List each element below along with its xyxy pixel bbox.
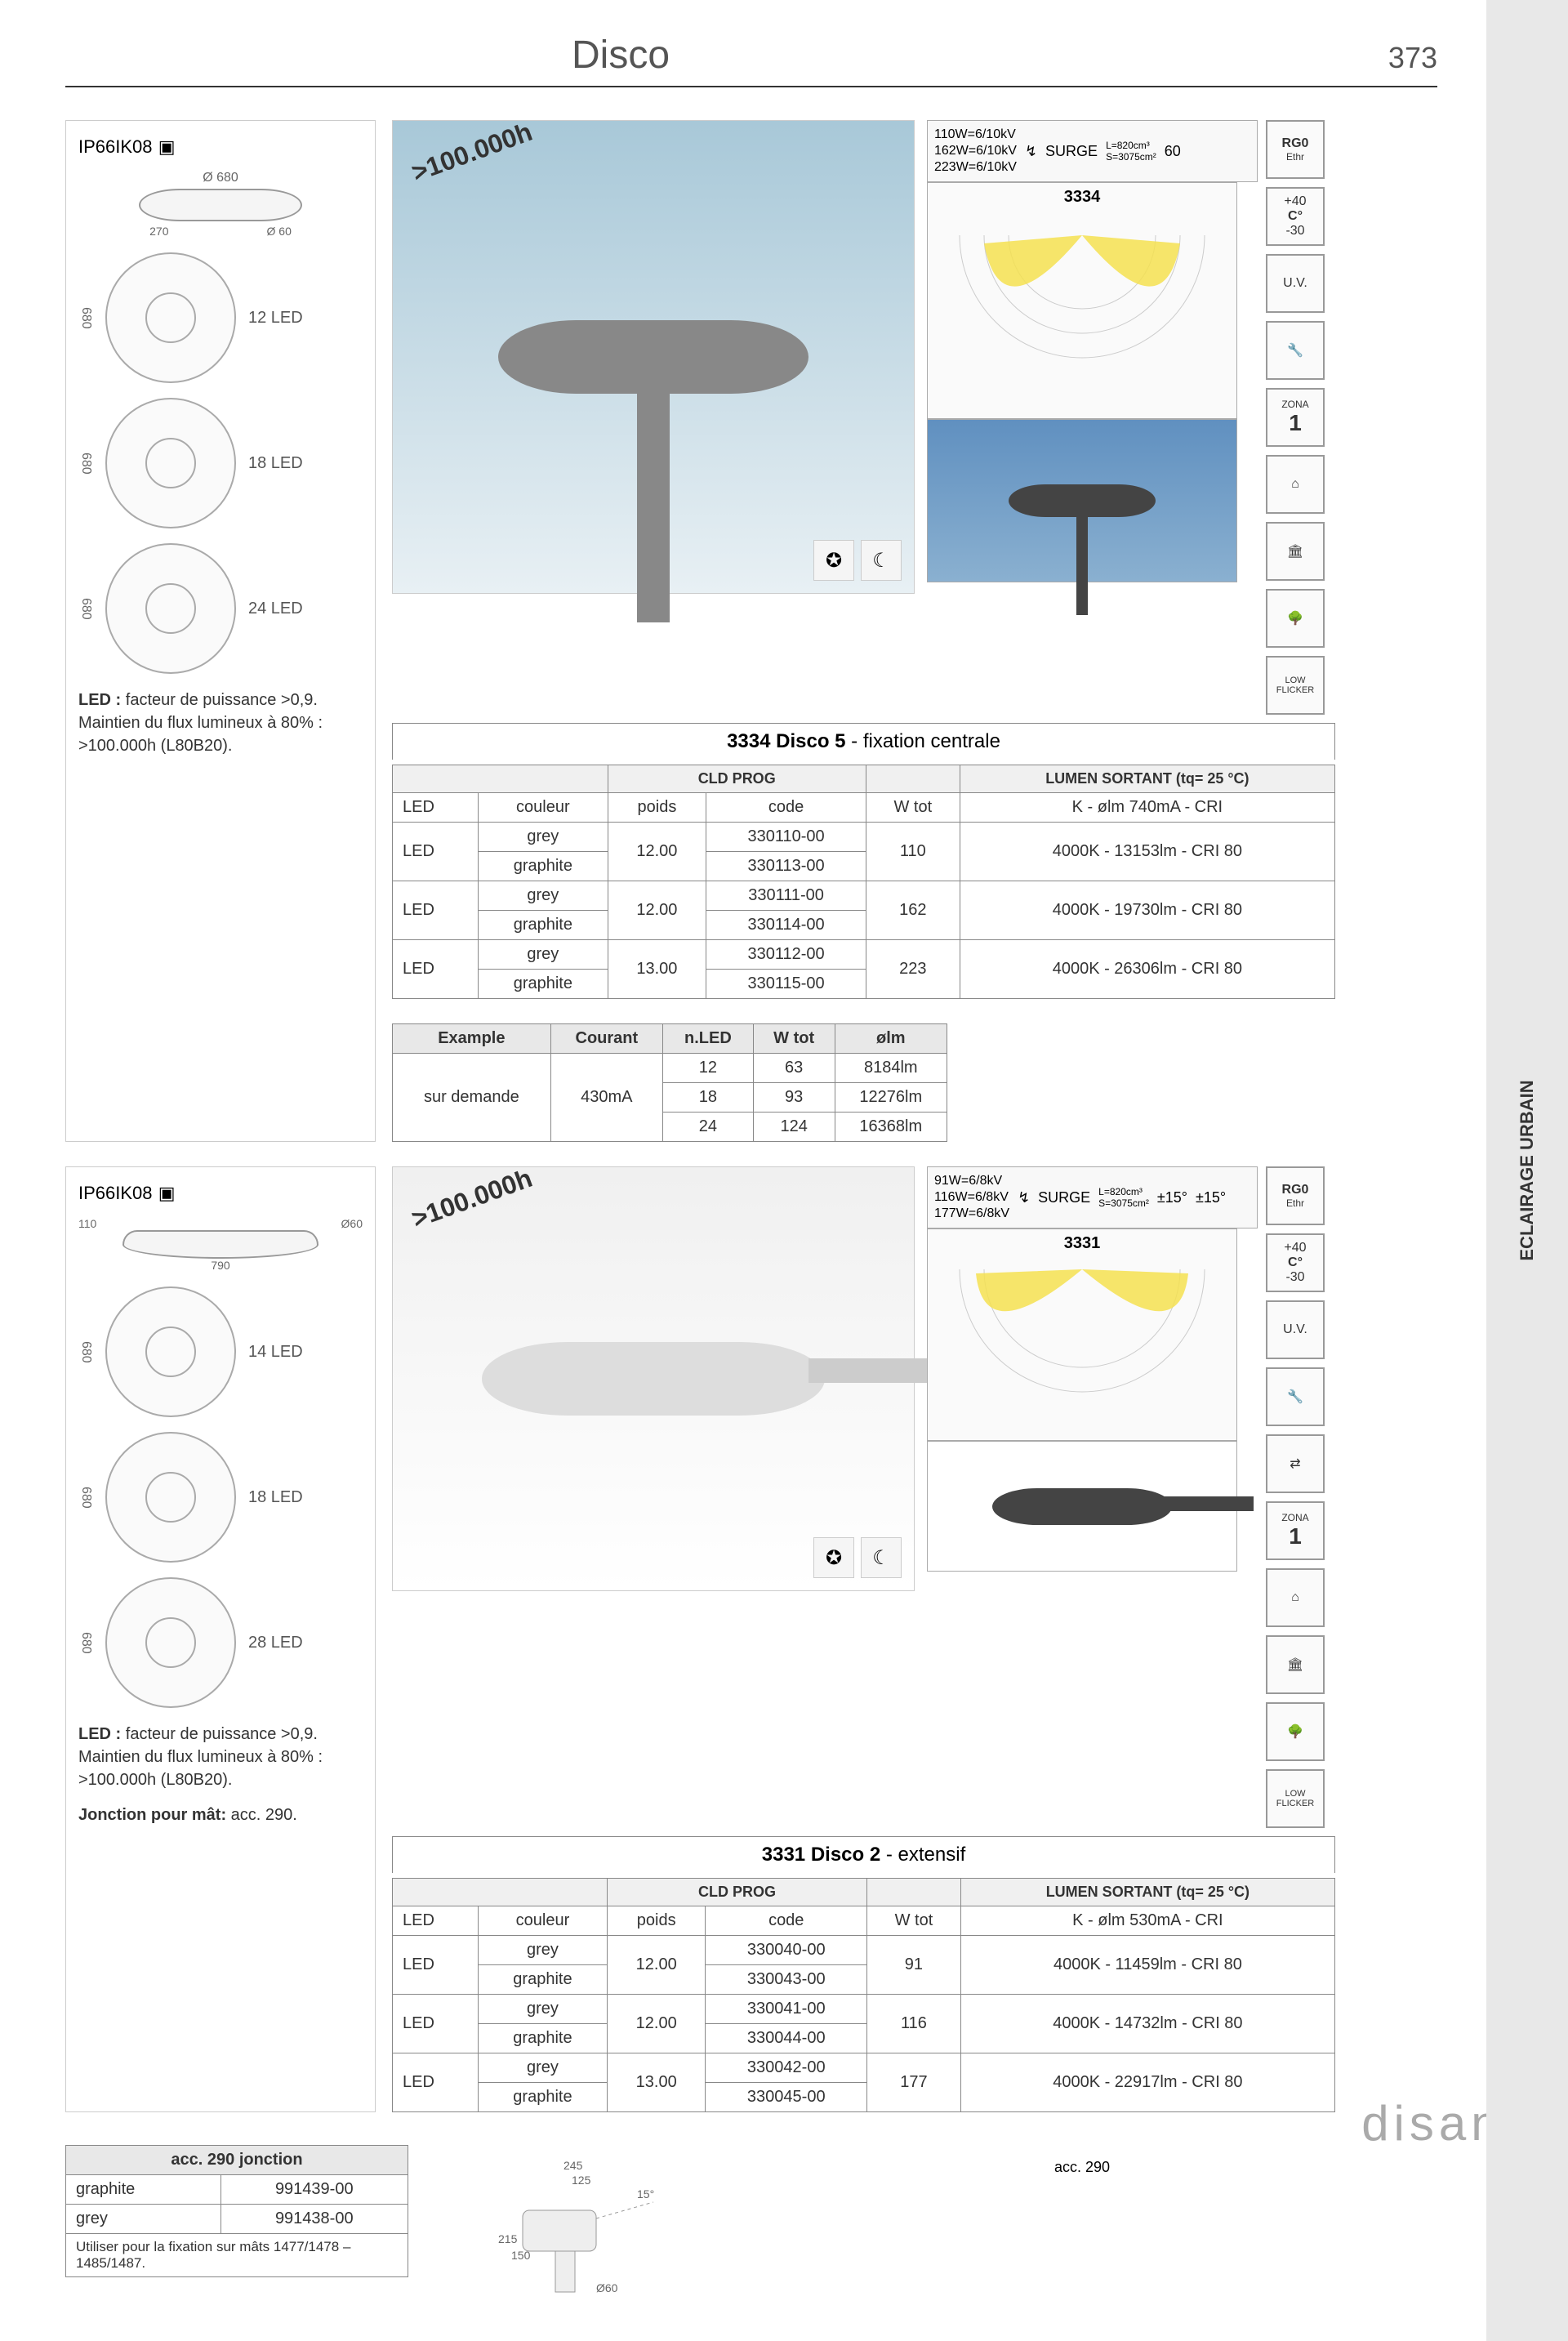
acc-290-table: acc. 290 jonction graphite991439-00 grey… [65,2145,408,2277]
lumen-head: LUMEN SORTANT (tq= 25 °C) [960,765,1334,793]
temp-icon: +40C°-30 [1266,1233,1325,1292]
acc-label-photo: acc. 290 [1054,2159,1110,2176]
product-2-photo: >100.000h ✪ ☾ [392,1166,915,1591]
polar-diagram-2: 3331 [927,1228,1237,1441]
context-photo-2: acc. 290 [927,1441,1237,1572]
night-mode-icon: ☾ [861,540,902,581]
product-1-table: CLD PROG LUMEN SORTANT (tq= 25 °C) LED c… [392,765,1335,999]
ik-value: IK08 [115,136,152,157]
table-1-title: 3334 Disco 5 - fixation centrale [392,723,1335,760]
right-margin: ECLAIRAGE URBAIN [1486,0,1568,2341]
product-2-table: CLD PROG LUMEN SORTANT (tq= 25 °C) LED c… [392,1878,1335,2112]
ip-rating-1: IP66IK08 ▣ [78,133,363,158]
uv-icon: U.V. [1266,1300,1325,1359]
lifetime-badge-2: >100.000h [408,1163,536,1234]
surge-icon: ↯ [1025,143,1037,160]
variant-label-1: 18 LED [248,454,303,473]
category-label: ECLAIRAGE URBAIN [1517,1080,1538,1260]
tool-icon: 🔧 [1266,1367,1325,1426]
top-dimension-schema: Ø 680 270 Ø 60 [78,171,363,238]
class-icon: ▣ [158,136,176,157]
ip-rating-2: IP66IK08 ▣ [78,1179,363,1205]
scene-icon-3: 🌳 [1266,1702,1325,1761]
class-icon: ▣ [158,1183,176,1203]
variant-12led: 680 12 LED [78,252,363,383]
page-title: Disco [572,33,670,78]
schema-col-1: IP66IK08 ▣ Ø 680 270 Ø 60 680 12 LED 680… [65,120,376,1142]
svg-text:15°: 15° [637,2187,654,2201]
acc-note: Utiliser pour la fixation sur mâts 1477/… [66,2234,408,2277]
variant-28led: 680 28 LED [78,1577,363,1708]
svg-text:215: 215 [498,2232,518,2245]
adjust-icon: ⇄ [1266,1434,1325,1493]
polar-diagram-1: 3334 [927,182,1237,419]
context-photo-1 [927,419,1237,582]
zona-icon: ZONA1 [1266,388,1325,447]
certification-icon: ✪ [813,1537,854,1578]
flicker-icon: LOWFLICKER [1266,1769,1325,1828]
night-mode-icon: ☾ [861,1537,902,1578]
product-2-block: IP66IK08 ▣ 110 Ø60 790 680 14 LED 680 18… [65,1166,1437,2112]
temp-icon: +40C°-30 [1266,187,1325,246]
example-table: Example Courant n.LED W tot ølm sur dema… [392,1023,947,1142]
variant-label-0: 12 LED [248,309,303,328]
variant-label-2: 24 LED [248,600,303,618]
spec-icon-column-1: RG0Ethr +40C°-30 U.V. 🔧 ZONA1 ⌂ 🏛 🌳 LOWF… [1266,120,1335,715]
surge-label: SURGE [1045,143,1098,160]
polar-model-1: 3334 [1064,188,1101,207]
scene-icon-1: ⌂ [1266,1568,1325,1627]
svg-text:Ø60: Ø60 [596,2281,618,2294]
top-dimension-schema-2: 110 Ø60 790 [78,1217,363,1272]
spec-icon-column-2: RG0Ethr +40C°-30 U.V. 🔧 ⇄ ZONA1 ⌂ 🏛 🌳 LO… [1266,1166,1335,1828]
dim-diameter: Ø 680 [78,171,363,185]
junction-schema: 245 125 215 150 15° Ø60 [441,2145,719,2308]
variant-18led: 680 18 LED [78,398,363,528]
product-1-table-wrap: 3334 Disco 5 - fixation centrale CLD PRO… [392,723,1335,999]
surge-icon: ↯ [1018,1189,1030,1206]
product-1-photo: >100.000h ✪ ☾ [392,120,915,594]
cld-prog-head: CLD PROG [608,765,866,793]
dim-height: 270 [149,225,168,238]
flicker-icon: LOWFLICKER [1266,656,1325,715]
svg-text:125: 125 [572,2174,591,2187]
scene-icon-1: ⌂ [1266,455,1325,514]
product-2-table-wrap: 3331 Disco 2 - extensif CLD PROG LUMEN S… [392,1836,1335,2112]
table-2-title: 3331 Disco 2 - extensif [392,1836,1335,1873]
acc-title: acc. 290 jonction [66,2146,408,2175]
uv-icon: U.V. [1266,254,1325,313]
product-1-block: IP66IK08 ▣ Ø 680 270 Ø 60 680 12 LED 680… [65,120,1437,1142]
page-number: 373 [1388,41,1437,75]
surge-line-1: 162W=6/10kV [934,144,1017,158]
scene-icon-2: 🏛 [1266,522,1325,581]
acc-290-table-wrap: acc. 290 jonction graphite991439-00 grey… [65,2145,408,2277]
led-note-2: LED : facteur de puissance >0,9. Maintie… [78,1723,363,1791]
variant-14led: 680 14 LED [78,1286,363,1417]
rg0-icon: RG0Ethr [1266,120,1325,179]
schema-col-2: IP66IK08 ▣ 110 Ø60 790 680 14 LED 680 18… [65,1166,376,2112]
variant-18led-b: 680 18 LED [78,1432,363,1563]
svg-text:150: 150 [511,2249,531,2262]
scene-icon-2: 🏛 [1266,1635,1325,1694]
certification-icon: ✪ [813,540,854,581]
dim-pole: Ø 60 [267,225,292,238]
rg0-icon: RG0Ethr [1266,1166,1325,1225]
ip-value: IP66 [78,136,115,157]
page-header: Disco 373 [65,33,1437,87]
scene-icon-3: 🌳 [1266,589,1325,648]
variant-24led: 680 24 LED [78,543,363,674]
junction-note: Jonction pour mât: acc. 290. [78,1804,363,1826]
tool-icon: 🔧 [1266,321,1325,380]
led-note-1: LED : facteur de puissance >0,9. Maintie… [78,689,363,757]
surge-line-0: 110W=6/10kV [934,127,1017,142]
zona-icon: ZONA1 [1266,1501,1325,1560]
lifetime-badge: >100.000h [408,117,536,188]
surge-box-2: 91W=6/8kV 116W=6/8kV 177W=6/8kV ↯ SURGE … [927,1166,1258,1228]
surge-line-2: 223W=6/10kV [934,160,1017,175]
svg-text:245: 245 [564,2159,583,2172]
surge-box-1: 110W=6/10kV 162W=6/10kV 223W=6/10kV ↯ SU… [927,120,1258,182]
